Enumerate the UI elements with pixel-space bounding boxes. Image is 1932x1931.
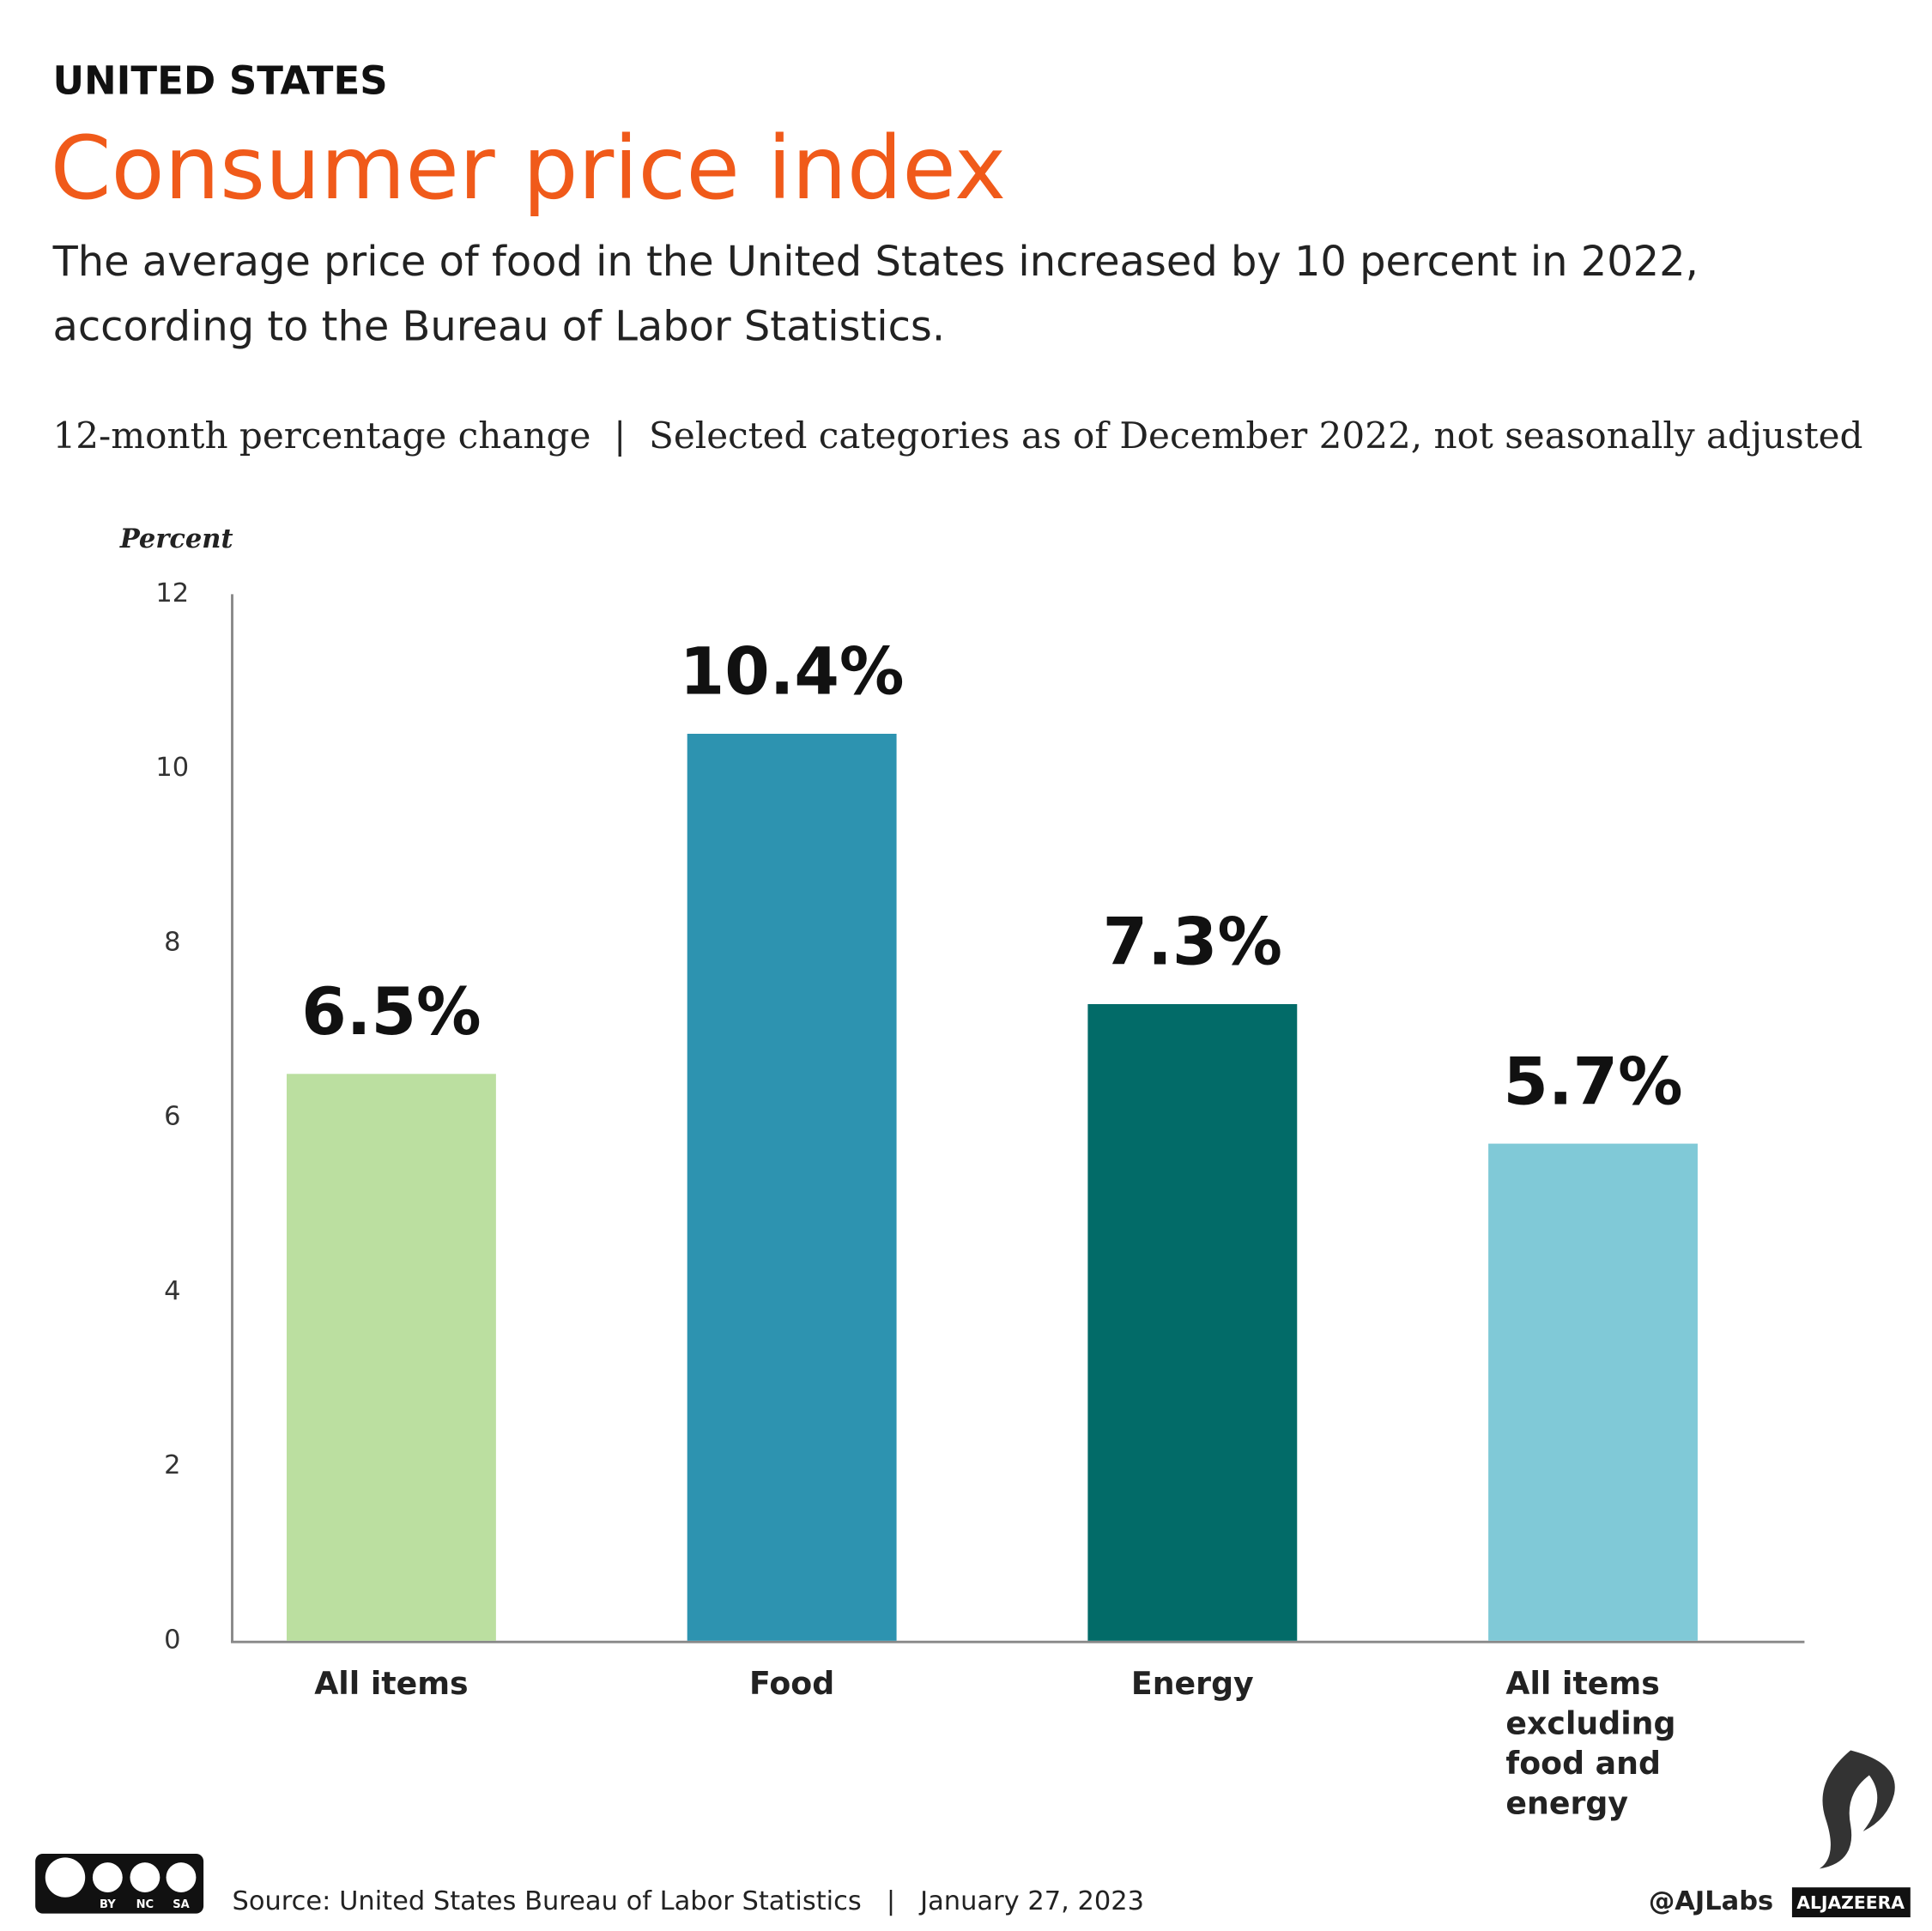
value-label: 6.5% xyxy=(301,974,481,1050)
license-label: BY xyxy=(100,1898,116,1911)
x-tick-label-box: Energy xyxy=(1093,1664,1292,1704)
y-tick-label: 2 xyxy=(164,1450,180,1480)
y-tick-label: 0 xyxy=(164,1625,180,1655)
license-label: SA xyxy=(173,1898,190,1911)
brand-box xyxy=(1791,1887,1911,1918)
cc-badge: BY NC SA xyxy=(35,1854,204,1914)
x-tick-label-box: Food xyxy=(693,1664,892,1704)
value-label: 7.3% xyxy=(1103,905,1282,980)
chart-title: Consumer price index xyxy=(51,118,1007,219)
x-tick-label-wrap: All items excluding food and energy xyxy=(1493,1664,1693,1824)
note: 12-month percentage change | Selected ca… xyxy=(52,415,1862,457)
cc-icon xyxy=(92,1862,123,1892)
bar xyxy=(1488,1143,1698,1641)
value-label: 10.4% xyxy=(680,634,905,710)
source: Source: United States Bureau of Labor St… xyxy=(232,1886,1144,1916)
x-tick-label: All items xyxy=(314,1665,469,1702)
value-label: 5.7% xyxy=(1503,1044,1682,1119)
cc-icon xyxy=(130,1862,160,1892)
x-tick-label: Energy xyxy=(1130,1665,1254,1702)
y-tick-label: 4 xyxy=(164,1276,180,1306)
bar xyxy=(687,734,897,1641)
handle: @AJLabs xyxy=(1649,1886,1773,1916)
logo xyxy=(1819,1750,1895,1869)
cc-icon xyxy=(166,1862,197,1892)
x-tick-label-wrap: Energy xyxy=(1093,1664,1292,1704)
y-tick-label: 8 xyxy=(164,927,180,957)
y-tick-label: 6 xyxy=(164,1102,180,1132)
bar xyxy=(287,1074,496,1641)
cc-circle xyxy=(45,1857,86,1898)
x-tick-label-box: All items excluding food and energy xyxy=(1493,1664,1693,1824)
brand: ALJAZEERA xyxy=(1796,1892,1905,1913)
x-tick-label-wrap: All items xyxy=(292,1664,491,1704)
y-tick-label: 10 xyxy=(155,753,189,783)
x-tick-label-box: All items xyxy=(292,1664,491,1704)
subtitle: The average price of food in the United … xyxy=(52,236,1699,350)
x-tick-label: All items excluding food and energy xyxy=(1505,1665,1676,1822)
y-tick-label: 12 xyxy=(155,578,189,608)
license-label: NC xyxy=(136,1898,154,1911)
subtitle-box: The average price of food in the United … xyxy=(52,236,1699,350)
kicker: UNITED STATES xyxy=(52,58,387,103)
bar xyxy=(1087,1004,1298,1641)
x-tick-label: Food xyxy=(749,1665,835,1702)
x-tick-label-wrap: Food xyxy=(693,1664,892,1704)
y-axis-title: Percent xyxy=(119,524,233,554)
